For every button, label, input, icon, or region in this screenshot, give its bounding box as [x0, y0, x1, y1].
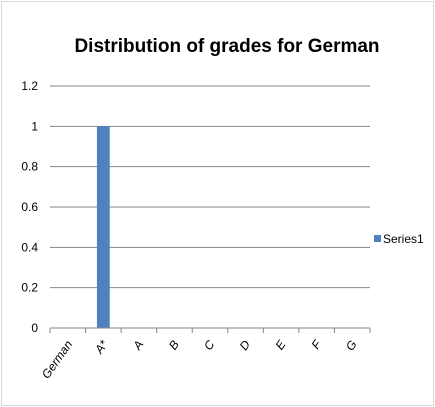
chart-title: Distribution of grades for German — [74, 36, 379, 57]
legend-swatch-series1 — [374, 235, 381, 242]
x-axis-tick-labels: German A* A B C D E F G — [39, 337, 360, 381]
y-tick-label-5: 1 — [31, 119, 38, 133]
y-tick-label-4: 0.8 — [21, 160, 38, 174]
y-tick-label-1: 0.2 — [21, 281, 38, 295]
x-tick-label-6: E — [273, 337, 290, 352]
y-axis-tick-labels: 0 0.2 0.4 0.6 0.8 1 1.2 — [21, 79, 38, 335]
y-tick-label-6: 1.2 — [21, 79, 38, 93]
legend-label-series1: Series1 — [383, 232, 424, 246]
legend: Series1 — [374, 232, 424, 246]
bar-a- — [96, 126, 110, 328]
x-tick-label-0: German — [39, 337, 76, 381]
x-tick-label-8: G — [343, 338, 360, 354]
x-tick-label-5: D — [237, 337, 254, 352]
x-tick-label-4: C — [201, 337, 218, 352]
y-tick-label-0: 0 — [31, 321, 38, 335]
x-tick-label-2: A — [130, 338, 147, 353]
x-tick-label-1: A* — [91, 337, 111, 357]
x-tick-label-3: B — [166, 338, 182, 353]
y-tick-label-3: 0.6 — [21, 200, 38, 214]
x-tick-label-7: F — [308, 337, 324, 352]
y-tick-label-2: 0.4 — [21, 240, 38, 254]
bars — [96, 126, 110, 328]
axes — [49, 327, 371, 333]
